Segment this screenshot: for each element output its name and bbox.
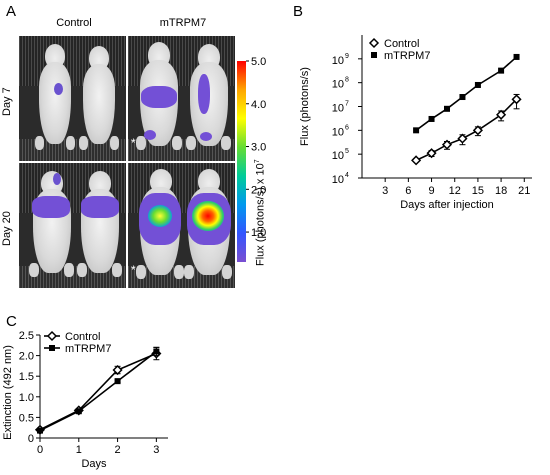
legend-marker bbox=[371, 52, 377, 58]
image-tile-mtrpm7-day7: * bbox=[128, 36, 235, 161]
panel-letter-b: B bbox=[293, 3, 304, 20]
series-mtrpm7 bbox=[37, 346, 160, 434]
y-axis-label: Flux (photons/s) bbox=[299, 67, 311, 146]
data-point bbox=[496, 109, 507, 120]
data-point bbox=[413, 127, 420, 134]
data-point bbox=[474, 81, 481, 88]
series-control bbox=[411, 93, 522, 166]
chart-c-extinction: 0 1 2 3 0 0.5 1.0 1.5 2.0 2.5 Days Extinction (492 … bbox=[2, 330, 168, 470]
y-tick-exponent: 4 bbox=[345, 172, 349, 179]
panel-letter-c: C bbox=[6, 313, 17, 330]
legend-label: mTRPM7 bbox=[384, 50, 430, 62]
x-tick-label: 1 bbox=[76, 444, 82, 456]
x-axis-label: Days bbox=[81, 458, 107, 470]
data-point bbox=[153, 348, 160, 355]
data-point bbox=[75, 408, 82, 415]
y-tick-exponent: 5 bbox=[345, 148, 349, 155]
y-axis-label: Extinction (492 nm) bbox=[2, 345, 14, 440]
legend-label: mTRPM7 bbox=[65, 343, 111, 355]
data-point bbox=[459, 94, 466, 101]
y-tick-label: 10 bbox=[332, 150, 344, 162]
colorbar-ticks: 5.0 4.0 3.0 2.0 1.0 bbox=[246, 56, 266, 239]
colorbar-tick-label: 1.0 bbox=[251, 227, 266, 239]
data-point bbox=[472, 125, 483, 136]
data-point bbox=[411, 155, 422, 166]
y-tick-label: 2.5 bbox=[19, 330, 34, 342]
data-point bbox=[457, 133, 468, 144]
asterisk-marker: * bbox=[131, 263, 136, 277]
x-tick-label: 2 bbox=[115, 444, 121, 456]
colorbar-tick-label: 4.0 bbox=[251, 99, 266, 111]
y-tick-exponent: 7 bbox=[345, 101, 349, 108]
colorbar-tick-label: 5.0 bbox=[251, 56, 266, 68]
data-point bbox=[444, 105, 450, 112]
data-point bbox=[511, 94, 522, 105]
data-point bbox=[114, 378, 121, 385]
colorbar-title: Flux (photons/s) x 107 bbox=[254, 159, 267, 266]
legend-marker bbox=[49, 345, 55, 351]
series-mtrpm7 bbox=[413, 53, 520, 134]
x-tick-label: 15 bbox=[472, 185, 484, 197]
x-tick-label: 0 bbox=[37, 444, 43, 456]
x-tick-label: 9 bbox=[428, 185, 434, 197]
image-tile-control-day20 bbox=[19, 163, 126, 288]
y-tick-label: 1.0 bbox=[19, 392, 34, 404]
row-label-day7: Day 7 bbox=[1, 87, 13, 116]
column-label-mtrpm7: mTRPM7 bbox=[159, 17, 207, 29]
y-tick-label: 0 bbox=[28, 433, 34, 445]
colorbar bbox=[237, 61, 246, 262]
x-tick-label: 3 bbox=[153, 444, 159, 456]
y-tick-label: 10 bbox=[332, 103, 344, 115]
data-point bbox=[441, 139, 453, 150]
row-label-day20: Day 20 bbox=[1, 211, 13, 246]
legend-marker bbox=[46, 330, 58, 342]
legend-label: Control bbox=[384, 38, 419, 50]
panel-letter-a: A bbox=[6, 3, 17, 20]
y-tick-label: 10 bbox=[332, 55, 344, 67]
image-tile-mtrpm7-day20: * bbox=[128, 163, 235, 288]
data-point bbox=[498, 67, 505, 74]
series-line bbox=[39, 350, 157, 432]
y-tick-exponent: 9 bbox=[345, 53, 349, 60]
column-label-control: Control bbox=[56, 17, 92, 29]
y-tick-label: 2.0 bbox=[19, 351, 34, 363]
data-point bbox=[428, 115, 435, 122]
asterisk-marker: * bbox=[131, 136, 136, 150]
y-tick-label: 1.5 bbox=[19, 371, 34, 383]
y-tick-exponent: 6 bbox=[345, 124, 349, 131]
x-tick-label: 18 bbox=[495, 185, 507, 197]
x-tick-label: 12 bbox=[449, 185, 461, 197]
colorbar-tick-label: 2.0 bbox=[251, 184, 266, 196]
colorbar-tick-label: 3.0 bbox=[251, 142, 266, 154]
data-point bbox=[426, 148, 437, 159]
data-point bbox=[112, 364, 123, 376]
y-tick-label: 10 bbox=[332, 126, 344, 138]
legend-label: Control bbox=[65, 331, 100, 343]
y-tick-label: 0.5 bbox=[19, 412, 34, 424]
y-tick-label: 10 bbox=[332, 174, 344, 186]
y-tick-label: 10 bbox=[332, 79, 344, 91]
series-control bbox=[34, 346, 162, 435]
image-tile-control-day7 bbox=[19, 36, 126, 161]
x-axis-label: Days after injection bbox=[400, 199, 494, 211]
x-tick-label: 21 bbox=[518, 185, 530, 197]
x-tick-label: 3 bbox=[382, 185, 388, 197]
y-tick-exponent: 8 bbox=[345, 77, 349, 84]
data-point bbox=[37, 427, 43, 434]
legend-marker bbox=[368, 37, 380, 49]
x-tick-label: 6 bbox=[405, 185, 411, 197]
data-point bbox=[513, 53, 520, 60]
